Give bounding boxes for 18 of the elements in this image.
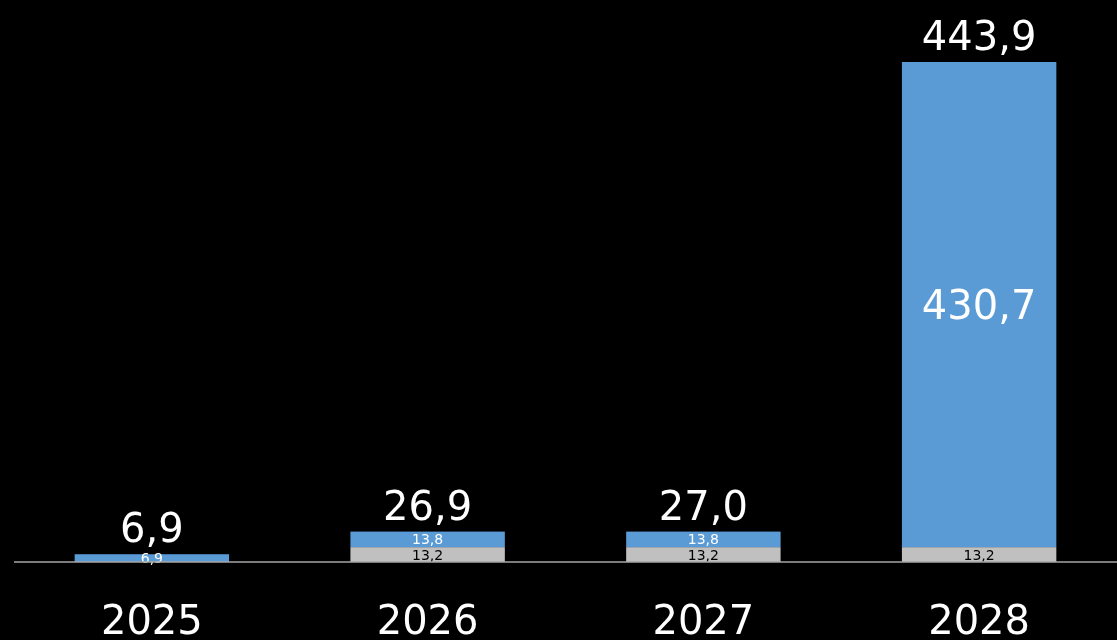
data-label: 13,2 — [963, 546, 995, 563]
data-label: 13,2 — [412, 546, 444, 563]
data-label: 430,7 — [921, 281, 1037, 328]
total-label: 6,9 — [120, 505, 184, 552]
data-label: 13,2 — [687, 546, 719, 563]
total-label: 443,9 — [921, 13, 1037, 59]
total-label: 27,0 — [658, 482, 748, 529]
total-label: 26,9 — [383, 482, 473, 529]
data-label: 13,8 — [412, 531, 444, 548]
x-tick-label: 2028 — [928, 597, 1031, 640]
x-tick-label: 2025 — [100, 597, 203, 640]
bar — [626, 531, 781, 548]
bar — [350, 531, 505, 548]
x-tick-label: 2027 — [652, 597, 755, 640]
bar — [901, 62, 1057, 548]
x-tick-label: 2026 — [376, 597, 479, 640]
data-label: 6,9 — [140, 550, 164, 567]
data-label: 13,8 — [687, 531, 719, 548]
